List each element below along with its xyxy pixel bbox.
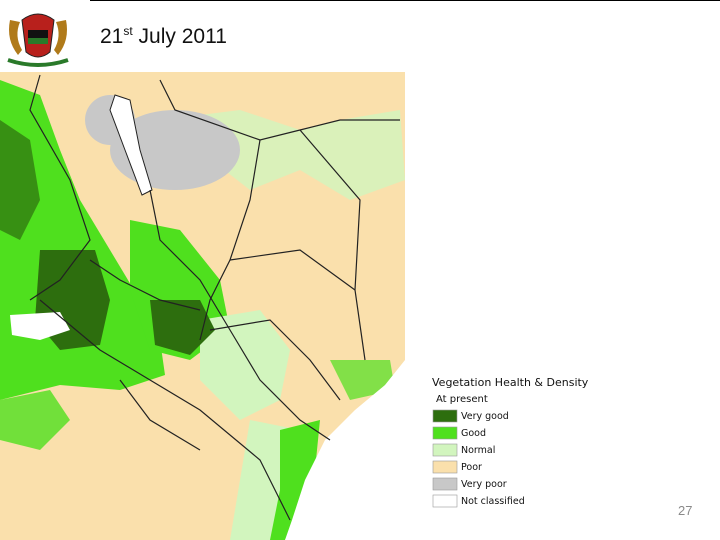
legend-subtitle: At present [436,394,488,405]
coat-of-arms [7,13,69,67]
title-rest: July 2011 [138,25,227,48]
title-day: 21 [100,25,124,48]
legend-swatch [432,460,458,474]
legend-label: Very poor [461,479,507,490]
legend-swatch [432,494,458,508]
legend-label: Poor [461,462,482,473]
legend-title: Vegetation Health & Density [432,376,589,389]
legend-label: Good [461,428,486,439]
legend-label: Normal [461,445,495,456]
legend-label: Not classified [461,496,525,507]
legend: Vegetation Health & Density At present V… [432,376,589,508]
slide-title: 21st July 2011 [100,24,227,49]
title-suffix: st [123,24,133,38]
legend-swatch [432,477,458,491]
map [0,72,405,540]
legend-swatch [432,409,458,423]
page-number: 27 [678,503,693,518]
legend-label: Very good [461,411,509,422]
legend-swatch [432,426,458,440]
legend-swatch [432,443,458,457]
